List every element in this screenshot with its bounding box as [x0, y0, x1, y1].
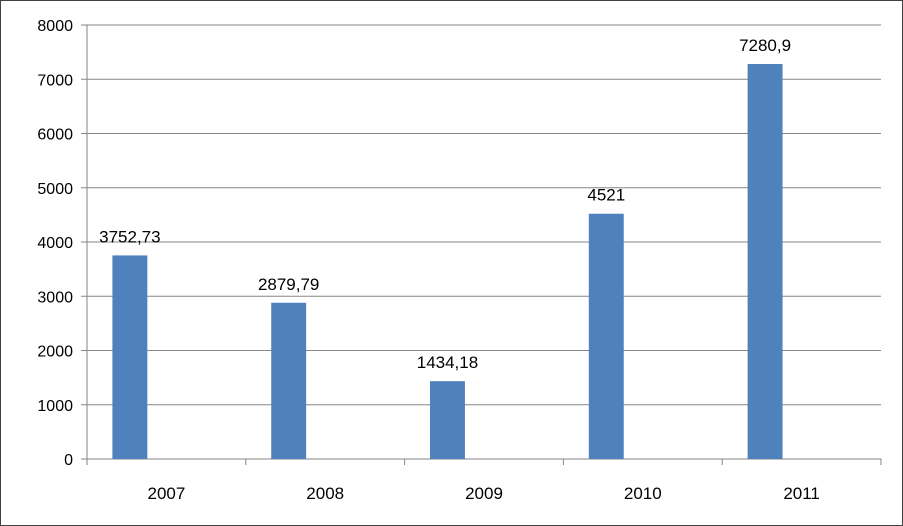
- x-category-label: 2008: [306, 484, 344, 503]
- data-label: 7280,9: [739, 36, 791, 55]
- y-tick-label: 6000: [37, 127, 73, 144]
- bar-2011: [747, 64, 783, 459]
- y-tick-label: 0: [64, 452, 73, 469]
- x-category-label: 2010: [624, 484, 662, 503]
- x-category-label: 2009: [465, 484, 503, 503]
- data-label: 1434,18: [417, 353, 478, 372]
- x-category-label: 2007: [147, 484, 185, 503]
- y-tick-label: 7000: [37, 72, 73, 89]
- bar-2008: [271, 302, 307, 459]
- bar-2010: [588, 213, 624, 459]
- data-label: 2879,79: [258, 275, 319, 294]
- y-tick-label: 8000: [37, 18, 73, 35]
- y-tick-label: 3000: [37, 289, 73, 306]
- x-category-label: 2011: [783, 484, 820, 503]
- bars: [112, 64, 783, 459]
- y-tick-label: 4000: [37, 235, 73, 252]
- y-tick-label: 1000: [37, 398, 73, 415]
- y-tick-label: 5000: [37, 181, 73, 198]
- gridlines: [87, 24, 881, 406]
- data-label: 4521: [587, 186, 625, 205]
- labels: 0 1000 2000 3000 4000 5000 6000 7000 8000 3752,73…: [37, 18, 819, 503]
- y-tick-label: 2000: [37, 344, 73, 361]
- data-label: 3752,73: [99, 227, 160, 246]
- bar-2007: [112, 255, 148, 459]
- bar-2009: [430, 381, 465, 459]
